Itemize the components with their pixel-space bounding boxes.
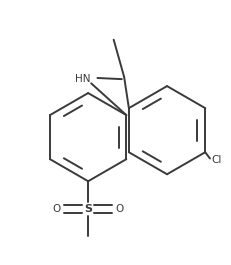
Text: O: O: [52, 204, 61, 214]
Text: S: S: [84, 204, 92, 214]
Text: Cl: Cl: [210, 155, 221, 165]
Text: HN: HN: [74, 74, 90, 84]
Text: O: O: [115, 204, 123, 214]
